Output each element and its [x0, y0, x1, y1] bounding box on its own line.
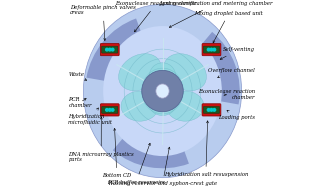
Circle shape: [207, 108, 210, 111]
Ellipse shape: [103, 26, 222, 156]
Ellipse shape: [119, 54, 161, 91]
Ellipse shape: [164, 54, 206, 91]
Wedge shape: [113, 114, 189, 168]
Text: Hybridization
microfluidic unit: Hybridization microfluidic unit: [68, 108, 112, 125]
Text: Mixing droplet based unit: Mixing droplet based unit: [195, 11, 263, 43]
Circle shape: [111, 108, 114, 111]
Circle shape: [207, 48, 210, 51]
Ellipse shape: [84, 4, 241, 178]
Text: DNA microarray plastics
parts: DNA microarray plastics parts: [68, 117, 134, 162]
FancyBboxPatch shape: [202, 43, 221, 56]
Text: PCR buffer reservoirs: PCR buffer reservoirs: [107, 143, 165, 185]
FancyBboxPatch shape: [202, 104, 221, 116]
FancyBboxPatch shape: [100, 104, 119, 116]
Wedge shape: [182, 32, 240, 105]
FancyBboxPatch shape: [102, 46, 118, 53]
Text: PCR
chamber: PCR chamber: [68, 97, 92, 108]
Ellipse shape: [149, 93, 176, 115]
Circle shape: [210, 108, 213, 111]
Ellipse shape: [142, 70, 183, 112]
Ellipse shape: [156, 84, 169, 98]
FancyBboxPatch shape: [203, 46, 220, 53]
Ellipse shape: [121, 91, 159, 121]
Text: Deformable pinch valves
areas: Deformable pinch valves areas: [70, 5, 136, 41]
Text: Overflow channel: Overflow channel: [208, 68, 255, 77]
Circle shape: [109, 48, 111, 51]
Text: Exonuclease reagent reservoir: Exonuclease reagent reservoir: [115, 1, 197, 32]
Text: Self-venting: Self-venting: [220, 47, 255, 59]
Ellipse shape: [149, 63, 176, 89]
Wedge shape: [86, 19, 152, 86]
Ellipse shape: [166, 91, 204, 121]
Text: Lysing clarification and metering chamber: Lysing clarification and metering chambe…: [159, 1, 272, 27]
Text: Hybridization salt resuspension: Hybridization salt resuspension: [163, 121, 248, 177]
FancyBboxPatch shape: [102, 106, 118, 113]
FancyBboxPatch shape: [100, 43, 119, 56]
Circle shape: [111, 48, 114, 51]
Circle shape: [106, 48, 108, 51]
Text: Bottom CD: Bottom CD: [102, 128, 132, 178]
Circle shape: [210, 48, 213, 51]
Circle shape: [213, 108, 215, 111]
Circle shape: [106, 108, 108, 111]
FancyBboxPatch shape: [203, 106, 220, 113]
Circle shape: [213, 48, 215, 51]
Circle shape: [109, 108, 111, 111]
Text: Waste: Waste: [68, 72, 87, 80]
Text: Exonuclease reaction
chamber: Exonuclease reaction chamber: [198, 89, 255, 100]
Text: Washing reservoir and syphon-crest gate: Washing reservoir and syphon-crest gate: [108, 147, 217, 187]
Text: Loading ports: Loading ports: [218, 110, 255, 120]
